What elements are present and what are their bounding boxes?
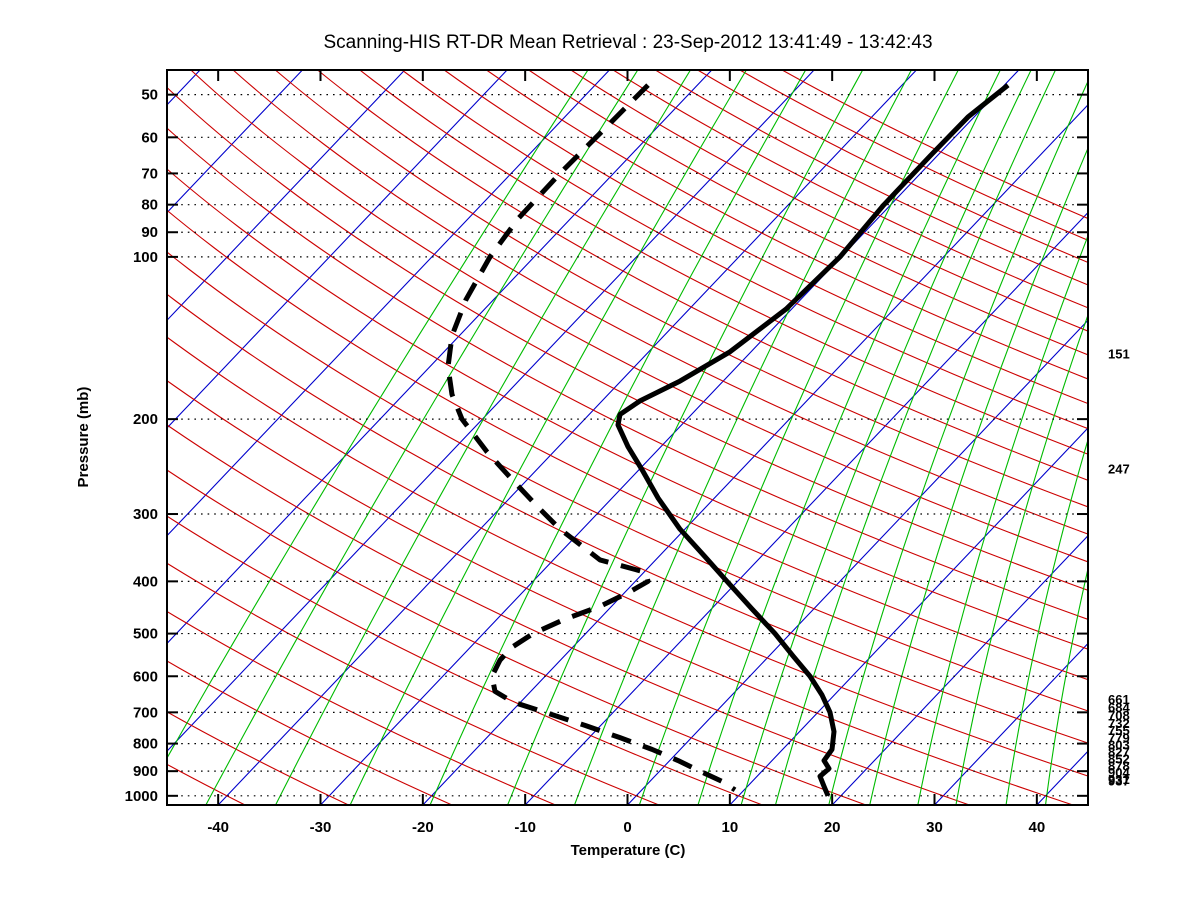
right-level-label: 755 [1108,723,1130,738]
right-level-label: 661 [1108,692,1130,707]
right-level-label: 779 [1108,730,1130,745]
x-axis-label: Temperature (C) [571,842,686,859]
page-title: Scanning-HIS RT-DR Mean Retrieval : 23-S… [323,32,932,53]
right-level-label: 684 [1108,700,1130,715]
right-level-label: 931 [1108,772,1130,787]
curve-dewpoint [445,83,737,792]
y-axis-label: Pressure (mb) [75,387,92,488]
right-level-label: 247 [1108,462,1130,477]
y-tick-label: 700 [133,704,158,721]
sounding-curves [445,83,1010,797]
x-tick-label: -10 [514,819,536,836]
y-tick-label: 400 [133,573,158,590]
right-level-label: 904 [1108,765,1130,780]
right-level-label: 827 [1108,744,1130,759]
x-axis-ticks: -40 -30 -20 -10 0 10 20 30 40 [207,70,1045,836]
curve-temperature [615,83,1010,797]
y-tick-label: 50 [141,87,158,104]
x-tick-label: -30 [310,819,332,836]
y-tick-label: 60 [141,129,158,146]
x-tick-label: 10 [721,819,738,836]
right-level-labels: 151 247 6616847087327557798038278528789049… [1108,346,1130,788]
y-tick-label: 200 [133,411,158,428]
x-tick-label: 0 [623,819,631,836]
x-tick-label: -20 [412,819,434,836]
x-tick-label: 40 [1028,819,1045,836]
right-level-label: 937 [1108,774,1130,789]
x-tick-label: 20 [824,819,841,836]
y-tick-label: 300 [133,506,158,523]
y-tick-label: 70 [141,165,158,182]
y-tick-label: 600 [133,668,158,685]
y-tick-label: 90 [141,224,158,241]
right-level-label: 878 [1108,758,1130,773]
y-tick-label: 500 [133,626,158,643]
right-level-label: 852 [1108,751,1130,766]
y-tick-label: 800 [133,736,158,753]
background-thermo-lines [167,70,1088,805]
right-level-label: 732 [1108,716,1130,731]
right-level-label: 803 [1108,737,1130,752]
y-tick-label: 80 [141,197,158,214]
y-tick-label: 1000 [125,788,158,805]
x-tick-label: 30 [926,819,943,836]
y-axis-ticks: 50 60 70 80 90 100 200 300 400 500 600 700 800 900 100… [125,87,1088,805]
y-tick-label: 900 [133,763,158,780]
right-level-label: 151 [1108,346,1130,361]
right-level-label: 708 [1108,708,1130,723]
y-tick-label: 100 [133,249,158,266]
x-tick-label: -40 [207,819,229,836]
